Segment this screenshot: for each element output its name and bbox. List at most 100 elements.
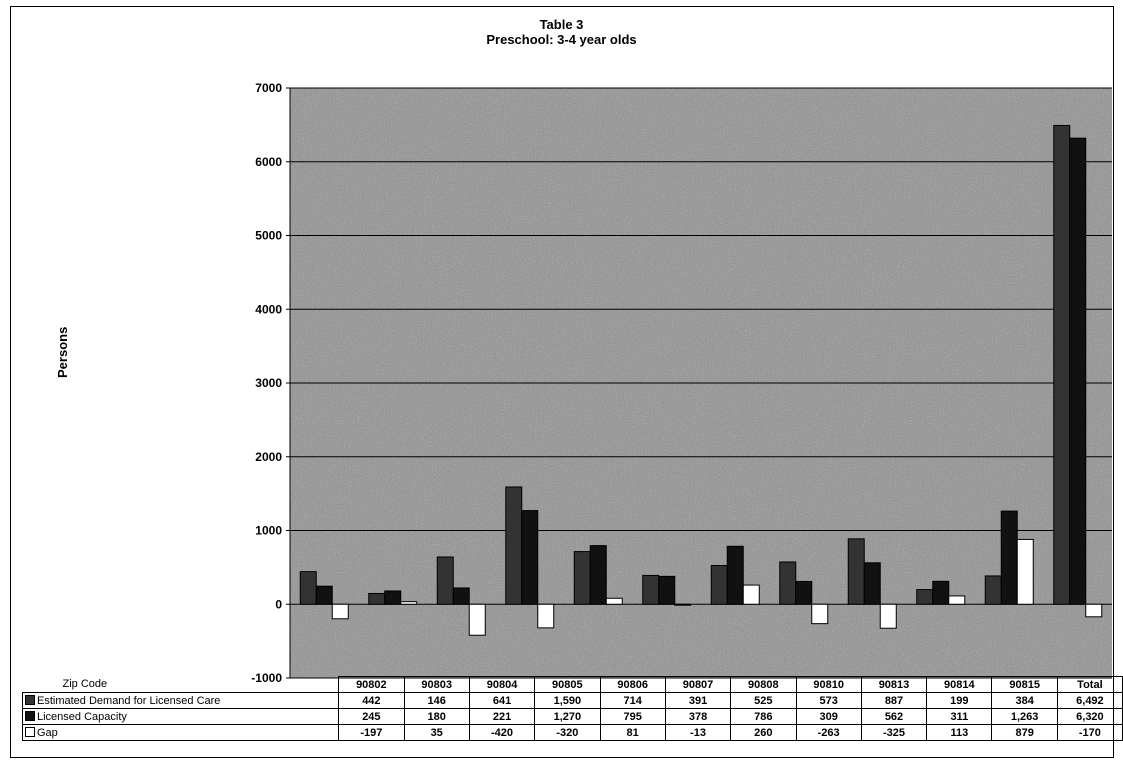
bar-licensed-capacity [589,545,607,605]
bar-estimated-demand [779,561,797,605]
table-value-cell: 311 [926,708,993,725]
bar-gap [400,601,418,605]
bar-gap [605,597,623,605]
bar-licensed-capacity [521,510,539,605]
bar-estimated-demand [505,486,523,605]
bar-gap [537,603,555,629]
table-value-cell: 714 [599,692,666,709]
bar-licensed-capacity [863,562,881,605]
table-series-label: Estimated Demand for Licensed Care [21,692,340,709]
table-category-cell: 90802 [338,676,405,693]
series-name: Estimated Demand for Licensed Care [37,694,221,707]
bar-licensed-capacity [932,580,950,605]
bar-estimated-demand [642,574,660,605]
table-series-label: Gap [21,724,340,741]
table-category-cell: 90815 [991,676,1058,693]
table-value-cell: 887 [860,692,928,709]
table-value-cell: 378 [664,708,732,725]
table-value-cell: 879 [991,724,1058,741]
bar-licensed-capacity [1000,510,1018,605]
table-value-cell: -325 [860,724,928,741]
bar-gap [1016,538,1034,605]
y-tick-label: 2000 [255,450,282,464]
bar-licensed-capacity [452,587,470,605]
table-value-cell: -13 [664,724,732,741]
legend-swatch [25,710,35,721]
table-value-cell: 81 [599,724,666,741]
table-value-cell: -197 [338,724,405,741]
bar-estimated-demand [916,589,934,605]
table-value-cell: 260 [730,724,797,741]
table-value-cell: 146 [403,692,470,709]
bar-gap [742,584,760,605]
table-value-cell: 180 [403,708,470,725]
bar-gap [879,603,897,629]
table-value-cell: 391 [664,692,732,709]
table-value-cell: 35 [403,724,470,741]
y-tick-label: 1000 [255,524,282,538]
table-value-cell: 113 [926,724,993,741]
y-tick-label: 3000 [255,376,282,390]
y-tick-label: 0 [275,597,282,611]
bar-licensed-capacity [795,580,813,605]
chart-frame [10,6,1114,758]
table-value-cell: 562 [860,708,928,725]
table-value-cell: 525 [730,692,797,709]
chart-subtitle: Preschool: 3-4 year olds [486,32,637,47]
table-row: Licensed Capacity 245 180 221 1,270 795 378 786… [21,708,1123,725]
bar-estimated-demand [1053,124,1071,605]
y-tick-label: -1000 [251,671,282,685]
bar-gap [948,595,966,605]
table-value-cell: 641 [468,692,536,709]
table-value-cell: -420 [468,724,536,741]
table-value-cell: 221 [468,708,536,725]
table-series-label: Licensed Capacity [21,708,340,725]
bar-estimated-demand [299,571,317,605]
table-value-cell: 245 [338,708,405,725]
table-value-cell: 573 [795,692,862,709]
table-value-cell: 309 [795,708,862,725]
table-category-cell: 90813 [860,676,928,693]
table-value-cell: 786 [730,708,797,725]
table-value-cell: 1,590 [534,692,601,709]
table-value-cell: -263 [795,724,862,741]
table-value-cell: 795 [599,708,666,725]
bar-estimated-demand [984,575,1002,605]
bar-licensed-capacity [726,545,744,605]
legend-swatch [25,726,35,737]
table-category-cell: 90808 [730,676,797,693]
table-value-cell: -170 [1056,724,1123,741]
table-value-cell: -320 [534,724,601,741]
bar-licensed-capacity [658,575,676,605]
data-table: Zip Code 90802 90803 90804 90805 90806 90807 90… [21,676,1123,741]
table-value-cell: 1,270 [534,708,601,725]
table-value-cell: 199 [926,692,993,709]
bar-estimated-demand [573,551,591,605]
table-category-cell: 90803 [403,676,470,693]
bar-gap [1085,603,1103,618]
bar-estimated-demand [710,565,728,605]
table-value-cell: 6,320 [1056,708,1123,725]
y-tick-label: 7000 [255,81,282,95]
bar-licensed-capacity [315,585,333,605]
chart-title: Table 3 [539,17,584,32]
table-value-cell: 1,263 [991,708,1058,725]
bar-gap [811,603,829,625]
bar-gap [331,603,349,620]
bar-estimated-demand [436,556,454,605]
y-tick-label: 5000 [255,229,282,243]
series-name: Gap [37,726,58,739]
legend-swatch [25,694,35,705]
table-category-cell: 90807 [664,676,732,693]
table-category-cell: 90805 [534,676,601,693]
table-row: Estimated Demand for Licensed Care 442 146… [21,692,1123,709]
table-category-cell: 90814 [926,676,993,693]
table-value-cell: 384 [991,692,1058,709]
bar-gap [674,603,692,606]
table-category-cell: Total [1056,676,1123,693]
table-category-cell: 90810 [795,676,862,693]
table-category-cell: 90804 [468,676,536,693]
bar-estimated-demand [847,538,865,605]
y-tick-label: 6000 [255,155,282,169]
